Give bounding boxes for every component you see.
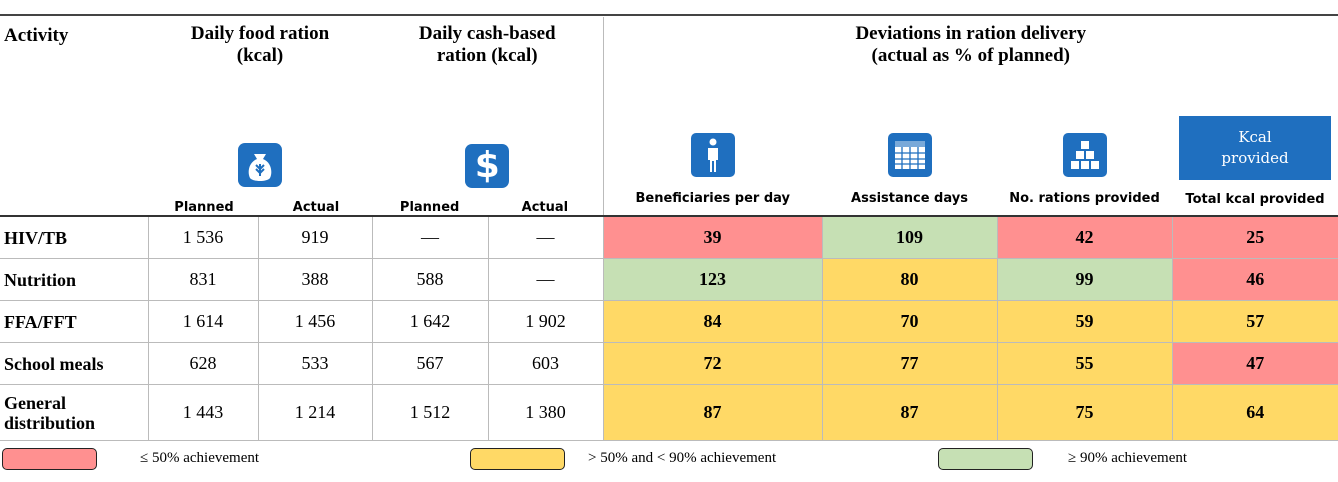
- person-icon: [690, 133, 735, 177]
- deviation-cell: 87: [822, 384, 998, 441]
- header-row: Planned Actual $ Planned Actual Beneficiaries…: [0, 95, 1338, 217]
- cash-cell: 1 902: [488, 300, 604, 343]
- subheader: Total kcal provided: [1185, 192, 1325, 207]
- cash-cell: 1 380: [488, 384, 604, 441]
- food-cell: 533: [258, 342, 373, 385]
- deviation-cell: 70: [822, 300, 998, 343]
- subheader: Assistance days: [851, 191, 968, 206]
- cash-cell: —: [488, 258, 604, 301]
- deviation-cell: 84: [603, 300, 823, 343]
- activity-cell: HIV/TB: [0, 216, 149, 259]
- header-cell: Deviations in ration delivery (actual as …: [603, 17, 1338, 95]
- food-cell: 628: [148, 342, 259, 385]
- food-cell: 919: [258, 216, 373, 259]
- activity-cell: FFA/FFT: [0, 300, 149, 343]
- legend-swatch: [2, 448, 97, 470]
- subheader: Planned: [399, 200, 460, 215]
- cash-cell: 603: [488, 342, 604, 385]
- header-cell: Assistance days: [822, 95, 997, 217]
- deviation-cell: 47: [1172, 342, 1338, 385]
- ration-table: Activity Daily food ration (kcal) Daily cas…: [0, 17, 1338, 441]
- deviation-cell: 55: [997, 342, 1173, 385]
- text-line: Deviations in ration delivery: [855, 23, 1087, 44]
- sublabels: Planned Actual: [372, 200, 603, 215]
- data-row: School meals 628 533 567 603 72 77 55 47: [0, 342, 1338, 385]
- header-cell: No. rations provided: [997, 95, 1172, 217]
- deviation-cell: 109: [822, 216, 998, 259]
- header-cell: Beneficiaries per day: [603, 95, 822, 217]
- deviation-cell: 80: [822, 258, 998, 301]
- cash-cell: 588: [372, 258, 489, 301]
- legend-swatch: [470, 448, 565, 470]
- deviation-cell: 64: [1172, 384, 1338, 441]
- deviation-cell: 39: [603, 216, 823, 259]
- deviation-cell: 57: [1172, 300, 1338, 343]
- food-cell: 1 214: [258, 384, 373, 441]
- legend-label: ≤ 50% achievement: [140, 450, 260, 466]
- header-row: Activity Daily food ration (kcal) Daily cas…: [0, 17, 1338, 95]
- header-cell: Daily food ration (kcal): [148, 17, 372, 95]
- food-icon: [238, 143, 282, 187]
- legend-label: > 50% and < 90% achievement: [588, 450, 777, 466]
- cash-cell: —: [488, 216, 604, 259]
- data-row: General distribution 1 443 1 214 1 512 1 380…: [0, 384, 1338, 441]
- deviation-cell: 99: [997, 258, 1173, 301]
- subheader: No. rations provided: [1009, 191, 1160, 206]
- activity-cell: School meals: [0, 342, 149, 385]
- deviation-cell: 75: [997, 384, 1173, 441]
- legend-label: ≥ 90% achievement: [1068, 450, 1188, 466]
- sublabels: Planned Actual: [148, 200, 372, 215]
- cash-cell: —: [372, 216, 489, 259]
- deviation-cell: 87: [603, 384, 823, 441]
- text-line: (actual as % of planned): [871, 45, 1070, 66]
- header-cell: [0, 95, 148, 217]
- activity-cell: General distribution: [0, 384, 149, 441]
- deviation-cell: 72: [603, 342, 823, 385]
- subheader: Planned: [174, 200, 234, 215]
- subheader: Actual: [521, 200, 569, 215]
- cash-cell: 567: [372, 342, 489, 385]
- legend-swatch: [938, 448, 1033, 470]
- food-cell: 1 536: [148, 216, 259, 259]
- deviation-cell: 77: [822, 342, 998, 385]
- deviation-cell: 42: [997, 216, 1173, 259]
- text-line: ration (kcal): [436, 45, 538, 66]
- header-cell: $ Planned Actual: [372, 95, 604, 217]
- header-cell: Activity: [4, 25, 69, 46]
- cal-icon: [887, 133, 932, 177]
- subheader: Actual: [292, 200, 340, 215]
- header-cell: Planned Actual: [148, 95, 372, 217]
- text-line: provided: [1221, 149, 1289, 167]
- text-line: (kcal): [236, 45, 284, 66]
- food-cell: 388: [258, 258, 373, 301]
- food-cell: 1 456: [258, 300, 373, 343]
- activity-cell: Nutrition: [0, 258, 149, 301]
- deviation-cell: 46: [1172, 258, 1338, 301]
- cash-icon: $: [465, 144, 510, 188]
- subheader: Beneficiaries per day: [635, 191, 791, 206]
- blocks-icon: [1062, 133, 1107, 177]
- top-rule: [0, 14, 1338, 16]
- deviation-cell: 25: [1172, 216, 1338, 259]
- cash-cell: 1 512: [372, 384, 489, 441]
- deviation-cell: 123: [603, 258, 823, 301]
- text-line: Daily cash-based: [418, 23, 556, 44]
- data-row: Nutrition 831 388 588—123 80 99 46: [0, 258, 1338, 301]
- data-row: HIV/TB 1 536 919— —39 109 42 25: [0, 216, 1338, 259]
- header-cell: Kcal provided Total kcal provided: [1172, 95, 1338, 217]
- text-line: Daily food ration: [190, 23, 330, 44]
- table-body: Activity Daily food ration (kcal) Daily cas…: [0, 17, 1338, 441]
- food-cell: 831: [148, 258, 259, 301]
- food-cell: 1 443: [148, 384, 259, 441]
- text-line: Kcal: [1238, 128, 1272, 146]
- data-row: FFA/FFT 1 614 1 456 1 642 1 902 84 70 59 57: [0, 300, 1338, 343]
- deviation-cell: 59: [997, 300, 1173, 343]
- kcal-box: Kcal provided: [1179, 116, 1331, 180]
- header-cell: Daily cash-based ration (kcal): [372, 17, 604, 95]
- cash-cell: 1 642: [372, 300, 489, 343]
- food-cell: 1 614: [148, 300, 259, 343]
